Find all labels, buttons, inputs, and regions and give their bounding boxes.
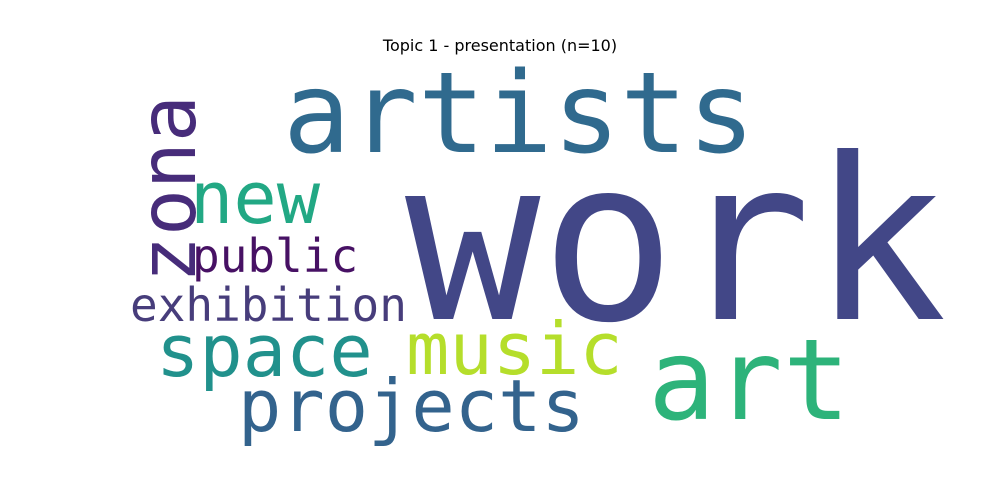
chart-title: Topic 1 - presentation (n=10) [382,36,618,55]
word-art: art [648,316,851,446]
word-new: new [190,156,321,240]
word-space: space [156,309,373,393]
word-exhibition: exhibition [130,278,407,332]
word-public: public [192,229,359,283]
word-music: music [406,307,623,391]
word-work: work [405,111,947,373]
word-artists: artists [283,49,756,179]
word-projects: projects [238,364,585,448]
